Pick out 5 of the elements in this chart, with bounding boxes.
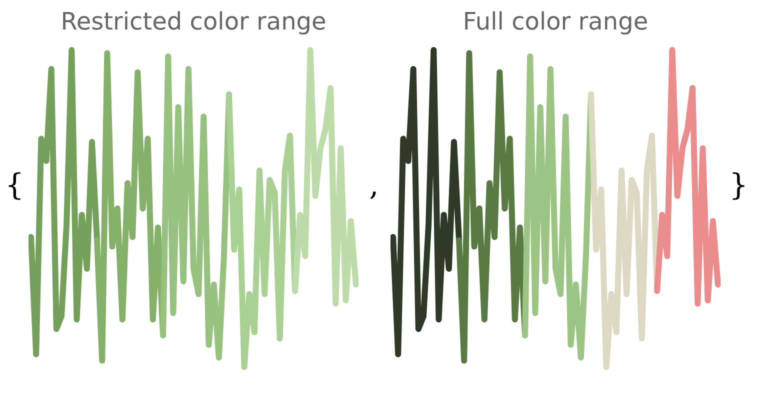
- text: {: [5, 167, 24, 205]
- chart-title: Full color range: [462, 8, 648, 36]
- chart-title: Restricted color range: [60, 8, 326, 36]
- text: }: [729, 167, 748, 205]
- text: ,: [369, 167, 379, 205]
